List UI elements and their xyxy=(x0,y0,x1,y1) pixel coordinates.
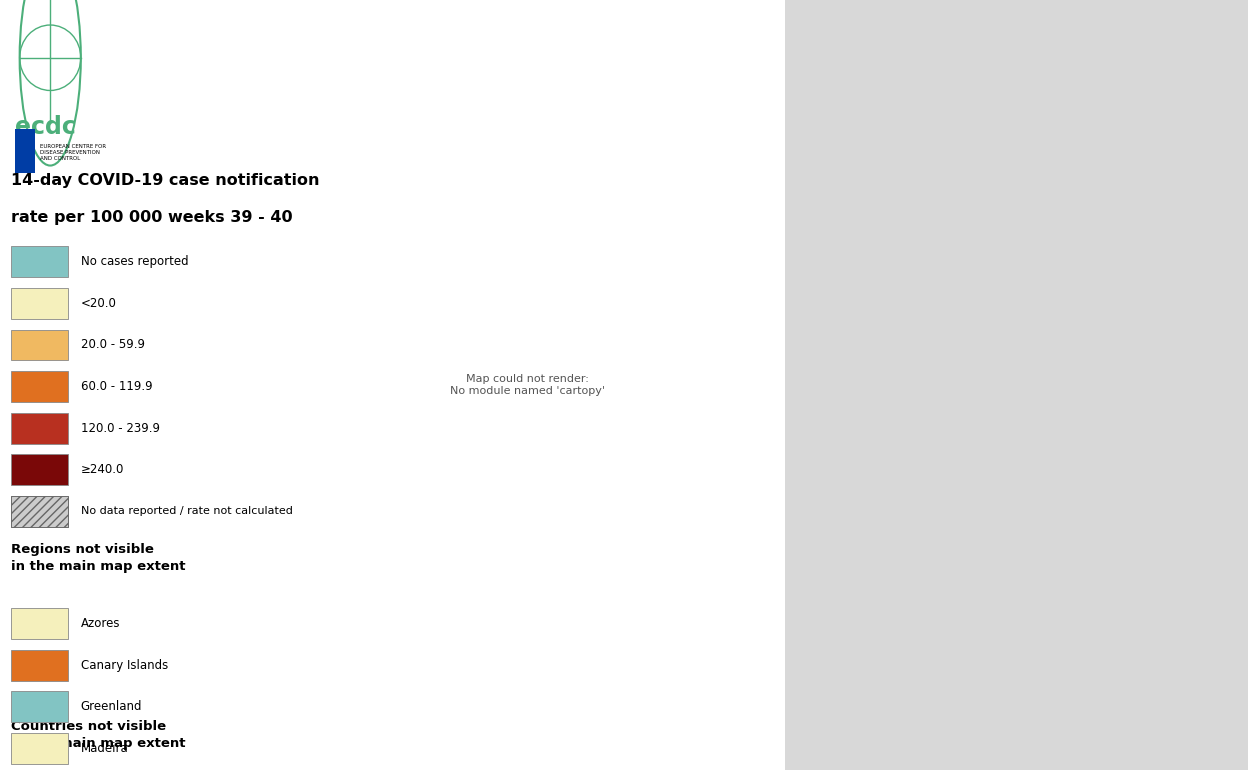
Bar xyxy=(11,608,67,639)
Text: rate per 100 000 weeks 39 - 40: rate per 100 000 weeks 39 - 40 xyxy=(11,210,292,225)
Bar xyxy=(11,330,67,360)
Bar xyxy=(11,288,67,319)
Text: Canary Islands: Canary Islands xyxy=(81,659,168,671)
Bar xyxy=(11,691,67,722)
Text: Map could not render:
No module named 'cartopy': Map could not render: No module named 'c… xyxy=(449,374,605,396)
Text: Greenland: Greenland xyxy=(81,701,142,713)
Bar xyxy=(15,129,35,173)
Text: <20.0: <20.0 xyxy=(81,297,116,310)
Bar xyxy=(11,733,67,764)
Bar xyxy=(11,650,67,681)
Text: No cases reported: No cases reported xyxy=(81,256,188,268)
Bar xyxy=(11,496,67,527)
Bar xyxy=(785,0,1248,770)
Bar xyxy=(11,496,67,527)
Text: 60.0 - 119.9: 60.0 - 119.9 xyxy=(81,380,152,393)
Text: 14-day COVID-19 case notification: 14-day COVID-19 case notification xyxy=(11,173,319,188)
Bar xyxy=(11,246,67,277)
Text: Countries not visible
in the main map extent: Countries not visible in the main map ex… xyxy=(11,720,186,750)
Text: Regions not visible
in the main map extent: Regions not visible in the main map exte… xyxy=(11,543,186,573)
Bar xyxy=(11,454,67,485)
Text: ≥240.0: ≥240.0 xyxy=(81,464,125,476)
Bar xyxy=(11,371,67,402)
Text: 20.0 - 59.9: 20.0 - 59.9 xyxy=(81,339,145,351)
Text: 120.0 - 239.9: 120.0 - 239.9 xyxy=(81,422,160,434)
Bar xyxy=(11,413,67,444)
Text: Azores: Azores xyxy=(81,618,120,630)
Text: No data reported / rate not calculated: No data reported / rate not calculated xyxy=(81,507,293,516)
Text: ecdc: ecdc xyxy=(15,116,76,139)
Text: EUROPEAN CENTRE FOR
DISEASE PREVENTION
AND CONTROL: EUROPEAN CENTRE FOR DISEASE PREVENTION A… xyxy=(40,144,106,161)
Text: Madeira: Madeira xyxy=(81,742,129,755)
